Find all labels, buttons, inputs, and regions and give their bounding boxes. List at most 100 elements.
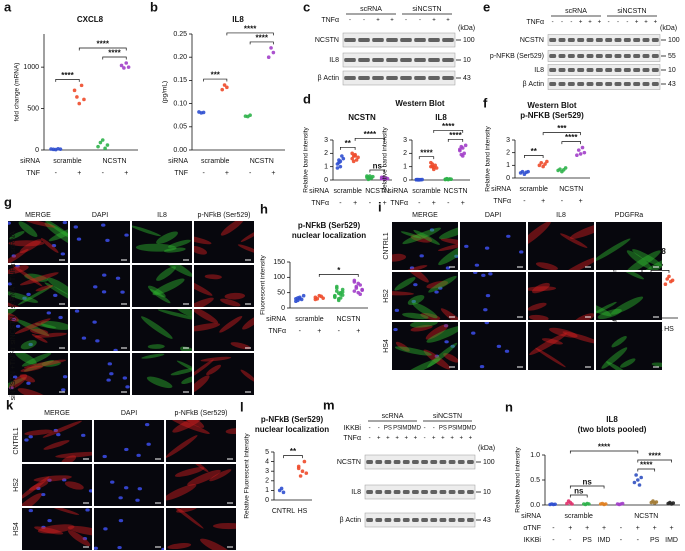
nucleus bbox=[144, 422, 150, 427]
blot-band bbox=[558, 38, 566, 42]
condition-cell: - bbox=[552, 20, 554, 26]
cell-signal bbox=[14, 353, 37, 365]
blot-band bbox=[421, 460, 428, 464]
cell-signal bbox=[438, 225, 458, 240]
cell-signal bbox=[404, 358, 441, 370]
nucleus bbox=[471, 331, 476, 335]
data-point bbox=[298, 474, 303, 478]
blot-strip bbox=[547, 34, 661, 46]
micrograph-content bbox=[106, 362, 130, 389]
data-point bbox=[603, 502, 608, 506]
cell-signal bbox=[48, 226, 68, 242]
y-tick-label: 0.15 bbox=[173, 77, 187, 84]
band-label: NCSTN bbox=[520, 37, 544, 44]
cell-signal bbox=[528, 314, 549, 320]
blot-band bbox=[430, 490, 438, 494]
data-point bbox=[431, 165, 436, 170]
micrograph bbox=[70, 265, 130, 307]
significance-bracket bbox=[226, 32, 274, 36]
y-tick-label: 150 bbox=[273, 259, 285, 266]
blot-band bbox=[384, 490, 392, 494]
row-cell: - bbox=[369, 200, 372, 207]
cell-signal bbox=[17, 388, 49, 395]
y-tick-label: 500 bbox=[27, 105, 39, 112]
nucleus bbox=[113, 348, 118, 351]
data-point bbox=[72, 88, 77, 93]
blot-band bbox=[586, 68, 594, 72]
blot-band bbox=[384, 460, 392, 464]
row-cell: + bbox=[579, 198, 583, 205]
micrograph-content bbox=[24, 420, 92, 462]
data-point bbox=[126, 65, 131, 69]
blot-band bbox=[605, 68, 613, 72]
micrograph-content bbox=[8, 221, 68, 263]
row-cell: - bbox=[202, 170, 205, 177]
condition-cell: - bbox=[561, 20, 563, 26]
blot-band bbox=[393, 490, 401, 494]
y-tick-label: 3 bbox=[324, 137, 328, 144]
y-tick-label: 0 bbox=[324, 177, 328, 184]
nucleus bbox=[9, 386, 14, 390]
panel-letter: h bbox=[260, 201, 268, 216]
row-cell: - bbox=[249, 170, 252, 177]
lane-group: scRNA bbox=[360, 6, 382, 13]
blot-band bbox=[633, 38, 641, 42]
micrograph-content bbox=[94, 519, 164, 550]
micrograph bbox=[22, 464, 92, 506]
cell-signal bbox=[194, 297, 214, 307]
cell-signal bbox=[23, 359, 67, 369]
nucleus bbox=[93, 285, 98, 289]
cell-signal bbox=[8, 374, 28, 390]
y-tick-label: 50 bbox=[277, 290, 285, 297]
nucleus bbox=[438, 286, 443, 290]
row-cell: - bbox=[55, 170, 58, 177]
data-point bbox=[434, 166, 439, 170]
cell-signal bbox=[163, 247, 186, 253]
micrograph-content bbox=[528, 282, 594, 320]
blot-band bbox=[642, 68, 650, 72]
nucleus bbox=[51, 243, 57, 248]
cell-signal bbox=[529, 333, 567, 356]
data-point bbox=[333, 294, 337, 299]
cell-signal bbox=[8, 248, 29, 263]
significance-label: ns bbox=[373, 162, 383, 171]
nucleus bbox=[484, 322, 490, 325]
significance-label: **** bbox=[598, 443, 611, 452]
cell-signal bbox=[237, 244, 254, 255]
cell-signal bbox=[44, 222, 68, 248]
blot-band bbox=[595, 68, 603, 72]
significance-label: **** bbox=[565, 133, 578, 142]
y-axis-label: Fluorescent intensity bbox=[260, 254, 267, 314]
blot-band bbox=[623, 68, 631, 72]
data-point bbox=[634, 473, 638, 477]
micrograph bbox=[132, 353, 192, 395]
data-point bbox=[553, 502, 557, 507]
y-tick-label: 3 bbox=[506, 137, 510, 144]
micrograph bbox=[194, 221, 254, 263]
band-label: NCSTN bbox=[337, 459, 361, 466]
cell-signal bbox=[224, 292, 246, 300]
nucleus bbox=[105, 238, 110, 242]
significance-label: **** bbox=[61, 71, 74, 80]
blot-band bbox=[467, 490, 474, 494]
y-tick-label: 100 bbox=[273, 274, 285, 281]
micrograph bbox=[132, 265, 192, 307]
micrograph-content bbox=[93, 273, 125, 294]
blot-band bbox=[402, 490, 410, 494]
significance-bracket bbox=[561, 141, 581, 145]
cell-signal bbox=[443, 353, 458, 363]
chart-title: p-NFKB (Ser529) bbox=[520, 111, 584, 120]
blot-band bbox=[428, 38, 440, 42]
significance-bracket bbox=[249, 41, 274, 45]
data-point bbox=[313, 297, 318, 302]
data-point bbox=[321, 296, 325, 300]
y-axis-label: Relative band intensity bbox=[382, 127, 389, 193]
band-label: IL8 bbox=[329, 57, 339, 64]
nucleus bbox=[136, 453, 141, 457]
condition-cell: + bbox=[654, 20, 658, 26]
data-point bbox=[620, 501, 625, 506]
micrograph-content bbox=[147, 265, 192, 304]
blot-band bbox=[567, 54, 575, 58]
nucleus bbox=[117, 545, 122, 550]
channel-label: PDGFRa bbox=[615, 212, 644, 219]
